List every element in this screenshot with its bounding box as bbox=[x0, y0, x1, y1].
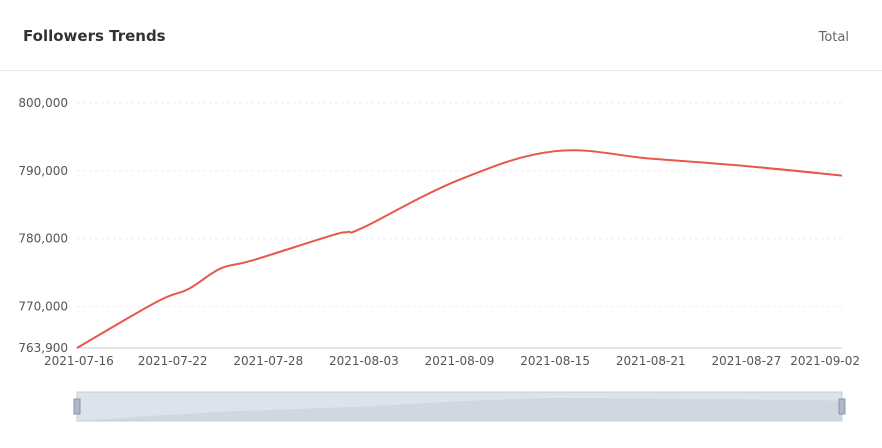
total-filter-button[interactable]: Total bbox=[818, 30, 849, 45]
x-tick-label: 2021-08-21 bbox=[616, 354, 686, 368]
slider-right-handle[interactable] bbox=[838, 398, 846, 415]
y-axis-tick-labels: 763,900 770,000 780,000 790,000 800,000 bbox=[18, 96, 68, 355]
slider-left-handle[interactable] bbox=[73, 398, 81, 415]
slider-preview-area bbox=[77, 397, 842, 421]
card-title: Followers Trends bbox=[23, 27, 166, 45]
y-tick-label: 800,000 bbox=[18, 96, 68, 110]
x-tick-label: 2021-07-28 bbox=[233, 354, 303, 368]
x-tick-label: 2021-09-02 bbox=[790, 354, 860, 368]
grid-lines bbox=[77, 102, 842, 308]
y-tick-label: 763,900 bbox=[18, 341, 68, 355]
x-tick-label: 2021-07-22 bbox=[138, 354, 208, 368]
x-tick-label: 2021-07-16 bbox=[44, 354, 114, 368]
y-tick-label: 780,000 bbox=[18, 232, 68, 246]
y-tick-label: 790,000 bbox=[18, 164, 68, 178]
series-line bbox=[76, 149, 843, 349]
data-zoom-slider[interactable] bbox=[73, 391, 846, 422]
card-header: Followers Trends Total bbox=[0, 0, 882, 71]
x-axis-tick-labels: 2021-07-16 2021-07-22 2021-07-28 2021-08-03… bbox=[44, 354, 860, 368]
x-tick-label: 2021-08-15 bbox=[520, 354, 590, 368]
x-tick-label: 2021-08-09 bbox=[425, 354, 495, 368]
x-tick-label: 2021-08-27 bbox=[712, 354, 782, 368]
y-tick-label: 770,000 bbox=[18, 300, 68, 314]
x-tick-label: 2021-08-03 bbox=[329, 354, 399, 368]
